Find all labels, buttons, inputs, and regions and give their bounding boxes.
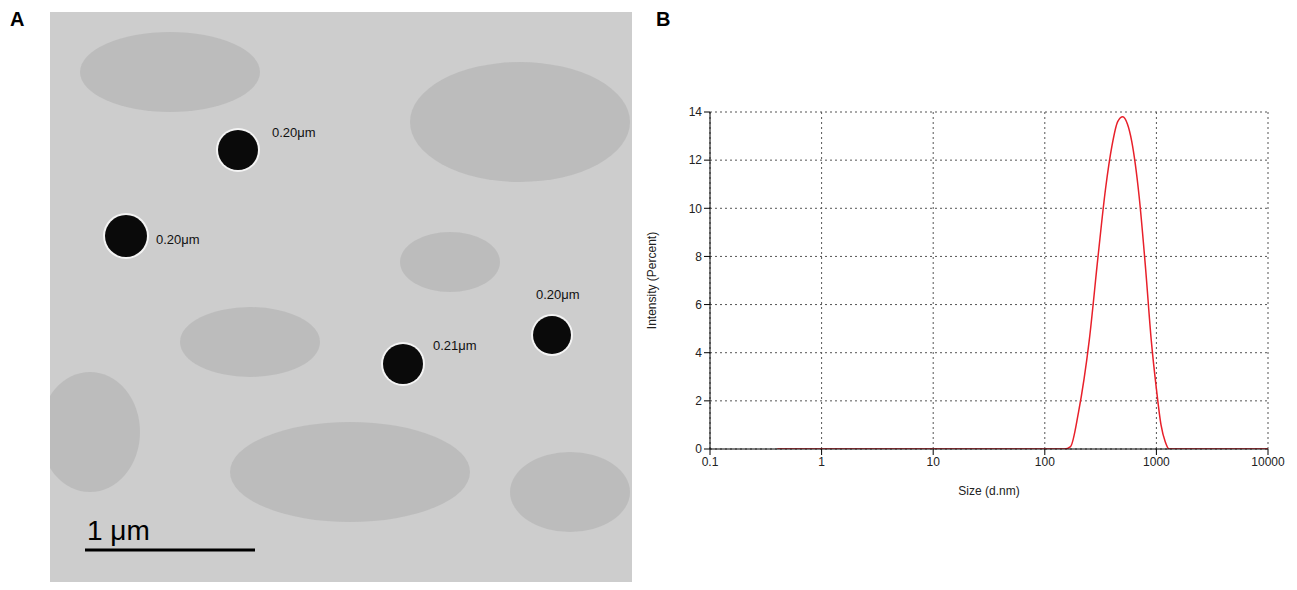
svg-text:12: 12: [689, 153, 703, 167]
svg-text:100: 100: [1035, 455, 1055, 469]
svg-text:0.1: 0.1: [702, 455, 719, 469]
svg-text:Size (d.nm): Size (d.nm): [958, 484, 1019, 498]
html-text:A: A: [10, 8, 25, 30]
svg-text:0.21μm: 0.21μm: [433, 338, 477, 353]
svg-text:1 μm: 1 μm: [87, 515, 150, 546]
svg-text:0.20μm: 0.20μm: [156, 232, 200, 247]
svg-text:6: 6: [695, 298, 702, 312]
svg-text:0: 0: [695, 442, 702, 456]
svg-text:4: 4: [695, 346, 702, 360]
svg-text:10000: 10000: [1251, 455, 1285, 469]
svg-text:10: 10: [927, 455, 941, 469]
html-text:B: B: [656, 8, 671, 30]
svg-text:Intensity (Percent): Intensity (Percent): [645, 232, 659, 329]
svg-text:14: 14: [689, 105, 703, 119]
svg-text:2: 2: [695, 394, 702, 408]
svg-text:10: 10: [689, 202, 703, 216]
svg-text:0.20μm: 0.20μm: [536, 287, 580, 302]
svg-text:1000: 1000: [1143, 455, 1170, 469]
svg-text:0.20μm: 0.20μm: [272, 125, 316, 140]
svg-text:8: 8: [695, 250, 702, 264]
svg-text:1: 1: [818, 455, 825, 469]
